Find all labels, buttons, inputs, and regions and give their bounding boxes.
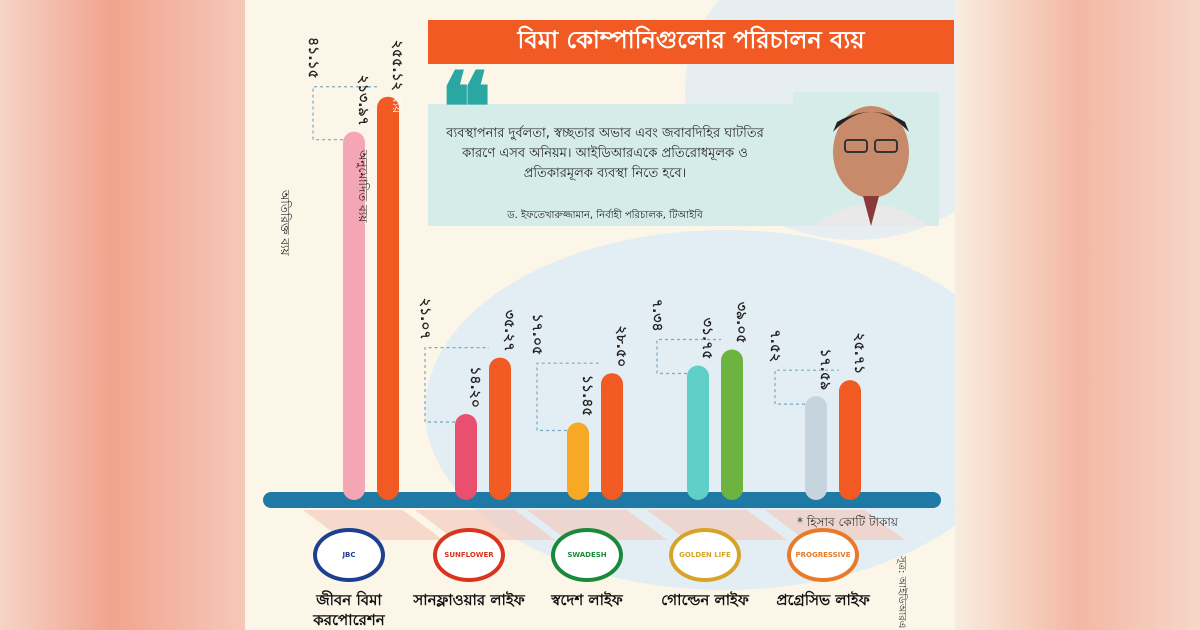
extra-label: ৭.৫২: [767, 330, 783, 363]
category-label: সানফ্লাওয়ার লাইফ: [413, 591, 525, 609]
extra-label: ২১.০৭: [417, 298, 433, 340]
company-jbc: JBC জীবন বিমা করপোরেশন: [289, 528, 409, 630]
category-label: গোল্ডেন লাইফ: [661, 591, 749, 609]
footnote: * হিসাব কোটি টাকায়: [797, 515, 898, 529]
connector-line: [656, 338, 721, 375]
background-left: [0, 0, 245, 630]
bar: [455, 414, 477, 500]
category-label: প্রগ্রেসিভ লাইফ: [776, 591, 870, 609]
bar: [343, 131, 365, 500]
bar: [805, 396, 827, 500]
logo-icon: SWADESH: [551, 528, 623, 582]
extra-series-label: অতিরিক্ত ব্যয়: [278, 189, 292, 256]
extra-label: ১৭.০৫: [529, 313, 545, 355]
bar: [601, 373, 623, 500]
company-swadesh: SWADESH স্বদেশ লাইফ: [527, 528, 647, 610]
data-label: ২১৩.৯৭: [355, 75, 371, 126]
data-label: ২৫৫.১২: [389, 40, 405, 91]
company-golden: GOLDEN LIFE গোল্ডেন লাইফ: [645, 528, 765, 610]
decor-stripe: [527, 510, 667, 540]
quote-mark-icon: ❝: [440, 51, 492, 164]
data-label: ৩৫.২৭: [501, 310, 517, 352]
bar: [567, 422, 589, 500]
decor-stripe: [765, 510, 905, 540]
decor-stripe: [647, 510, 787, 540]
logo-icon: GOLDEN LIFE: [669, 528, 741, 582]
connector-line: [312, 86, 377, 141]
connector-line: [424, 346, 489, 423]
portrait-image: [793, 92, 939, 226]
bar: [687, 365, 709, 500]
data-label: ২৮.৫০: [613, 325, 629, 367]
extra-label: ৪১.১৫: [305, 37, 321, 79]
logo-icon: SUNFLOWER: [433, 528, 505, 582]
data-label: ৩৯.০৫: [733, 302, 749, 344]
background-right: [955, 0, 1200, 630]
chart-title: বিমা কোম্পানিগুলোর পরিচালন ব্যয়: [428, 20, 954, 64]
connector-line: [536, 362, 601, 432]
quote-source: ড. ইফতেখারুজ্জামান, নির্বাহী পরিচালক, টি…: [507, 210, 703, 221]
data-label: ১৭.৫৯: [817, 348, 833, 390]
logo-icon: PROGRESSIVE: [787, 528, 859, 582]
company-progressive: PROGRESSIVE প্রগ্রেসিভ লাইফ: [763, 528, 883, 610]
bar-chart: ২১৩.৯৭ ২৫৫.১২ ৪১.১৫ ১৪.২০ ৩৫.২৭ ২১.০৭ ১১.৪৫ ২৮.…: [263, 37, 941, 540]
logo-icon: JBC: [313, 528, 385, 582]
company-sunflower: SUNFLOWER সানফ্লাওয়ার লাইফ: [409, 528, 529, 610]
data-label: ৩১.৭৫: [699, 318, 715, 360]
data-label: ২৫.৭১: [851, 332, 867, 374]
bar: [839, 380, 861, 500]
bar: [489, 357, 511, 500]
connector-line: [774, 369, 839, 405]
extra-label: ৭.৩৪: [649, 299, 665, 332]
series-label: ব্যয়: [390, 95, 404, 114]
bar: [377, 96, 399, 501]
series-label: অনুমোদিত ব্যয়: [355, 149, 370, 223]
bar: [721, 349, 743, 500]
source-note: সূত্র: আইডিআরএ: [896, 556, 907, 629]
infographic-card: বিমা কোম্পানিগুলোর পরিচালন ব্যয় ❝ ব্যবস…: [245, 0, 955, 630]
quote-text: ব্যবস্থাপনার দুর্বলতা, স্বচ্ছতার অভাব এব…: [446, 126, 764, 181]
data-label: ১১.৪৫: [579, 375, 595, 417]
category-label: স্বদেশ লাইফ: [551, 591, 623, 609]
category-label: জীবন বিমা করপোরেশন: [313, 591, 385, 629]
data-label: ১৪.২০: [467, 366, 483, 408]
axis-band: [263, 492, 941, 508]
